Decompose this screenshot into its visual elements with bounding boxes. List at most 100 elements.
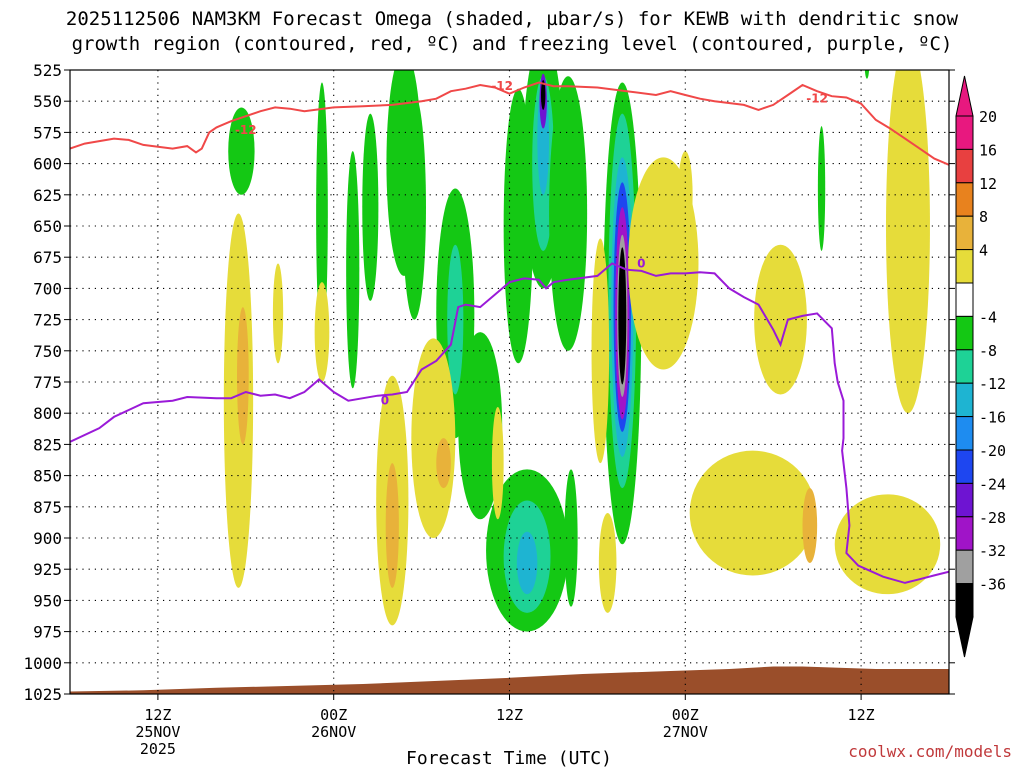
y-tick-label: 775 [33, 373, 62, 392]
omega-shade-region [591, 238, 610, 464]
colorbar-label: 20 [979, 108, 997, 126]
x-tick-date: 27NOV [663, 723, 708, 741]
x-tick-time: 12Z [144, 706, 171, 724]
contour-value-label: 0 [637, 256, 645, 270]
omega-shade-region [598, 513, 617, 613]
y-tick-label: 950 [33, 591, 62, 610]
colorbar-swatch [955, 215, 974, 251]
y-tick-label: 575 [33, 123, 62, 142]
colorbar-label: -36 [979, 576, 1006, 594]
omega-shade-region [491, 406, 504, 520]
gridlines [70, 70, 949, 694]
omega-shade-region [864, 70, 870, 79]
y-tick-label: 825 [33, 435, 62, 454]
omega-shade-region [458, 332, 503, 520]
omega-shade-region [386, 70, 422, 276]
colorbar-swatch [955, 148, 974, 184]
colorbar-label: -24 [979, 475, 1006, 493]
omega-shade-region [411, 338, 456, 538]
y-tick-label: 725 [33, 311, 62, 330]
colorbar-label: 12 [979, 175, 997, 193]
contour-value-label: 0 [381, 394, 389, 408]
colorbar-label: -4 [979, 308, 997, 326]
colorbar-swatch [955, 416, 974, 451]
colorbar-bottom-arrow [955, 616, 974, 658]
dendritic-growth-contour: -12 -12 -12 [70, 79, 949, 166]
omega-shade-region [272, 263, 284, 364]
omega-shade-region [385, 463, 399, 588]
y-tick-label: 625 [33, 186, 62, 205]
colorbar-label: -8 [979, 342, 997, 360]
y-tick-label: 550 [33, 92, 62, 111]
colorbar-swatch [955, 249, 974, 284]
omega-shade-region [540, 79, 546, 110]
y-tick-label: 525 [33, 61, 62, 80]
freezing-level-contour: 00 [70, 256, 949, 584]
y-tick-label: 875 [33, 498, 62, 517]
omega-shade-region [237, 307, 249, 445]
colorbar-label: -12 [979, 375, 1006, 393]
contour-line [70, 81, 949, 166]
colorbar-swatch [955, 115, 974, 150]
omega-shade-region [516, 531, 538, 595]
x-tick-date: 26NOV [311, 723, 356, 741]
x-tick-year: 2025 [140, 740, 176, 758]
omega-shade-region [618, 247, 627, 385]
colorbar-swatch [955, 449, 974, 484]
omega-shade-region [228, 107, 255, 195]
colorbar-swatch [955, 282, 974, 317]
x-tick-time: 00Z [672, 706, 699, 724]
colorbar-label: -28 [979, 509, 1006, 527]
y-tick-label: 1025 [23, 685, 62, 704]
x-tick-date: 25NOV [135, 723, 180, 741]
y-tick-label: 800 [33, 404, 62, 423]
y-tick-label: 750 [33, 342, 62, 361]
colorbar-swatch [955, 382, 974, 418]
omega-shade-region [314, 282, 330, 382]
omega-shade-region [362, 113, 379, 301]
contour-value-label: -12 [806, 92, 828, 106]
terrain-surface [70, 666, 949, 694]
colorbar-swatch [955, 349, 974, 384]
omega-shade-region [346, 151, 360, 389]
omega-shade-region [436, 438, 451, 489]
y-tick-label: 1000 [23, 654, 62, 673]
contour-value-label: -12 [491, 79, 513, 93]
omega-shade-region [802, 488, 818, 563]
colorbar-swatch [955, 516, 974, 551]
colorbar-label: -20 [979, 442, 1006, 460]
omega-shade-region [549, 76, 588, 351]
colorbar-swatch [955, 583, 974, 618]
y-tick-label: 700 [33, 279, 62, 298]
omega-shade-region [754, 244, 807, 395]
colorbar-swatch [955, 182, 974, 217]
colorbar-top-arrow [955, 75, 974, 117]
colorbar-swatch [955, 549, 974, 585]
y-tick-label: 900 [33, 529, 62, 548]
y-tick-label: 850 [33, 467, 62, 486]
colorbar-label: 8 [979, 208, 988, 226]
colorbar-swatch [955, 315, 974, 351]
omega-shade-region [564, 469, 578, 607]
omega-shading [223, 70, 941, 632]
x-tick-time: 12Z [496, 706, 523, 724]
colorbar-label: 4 [979, 242, 988, 260]
chart-title-line1: 2025112506 NAM3KM Forecast Omega (shaded… [66, 8, 959, 30]
y-tick-label: 975 [33, 623, 62, 642]
y-tick-label: 600 [33, 155, 62, 174]
omega-shade-region [886, 70, 930, 414]
y-tick-label: 650 [33, 217, 62, 236]
omega-shade-region [817, 126, 826, 251]
colorbar: 20 16 12 8 4 -4 -8 -12 -16 -20 -24 -28 -32 -36 [955, 75, 1006, 658]
x-axis-label: Forecast Time (UTC) [406, 748, 612, 768]
contour-value-label: -12 [235, 123, 257, 137]
source-credit: coolwx.com/models [848, 742, 1012, 761]
colorbar-label: -16 [979, 409, 1006, 427]
colorbar-swatch [955, 482, 974, 518]
chart-title-line2: growth region (contoured, red, ºC) and f… [72, 33, 953, 55]
x-tick-time: 00Z [320, 706, 347, 724]
x-tick-time: 12Z [848, 706, 875, 724]
omega-shade-region [834, 494, 941, 595]
